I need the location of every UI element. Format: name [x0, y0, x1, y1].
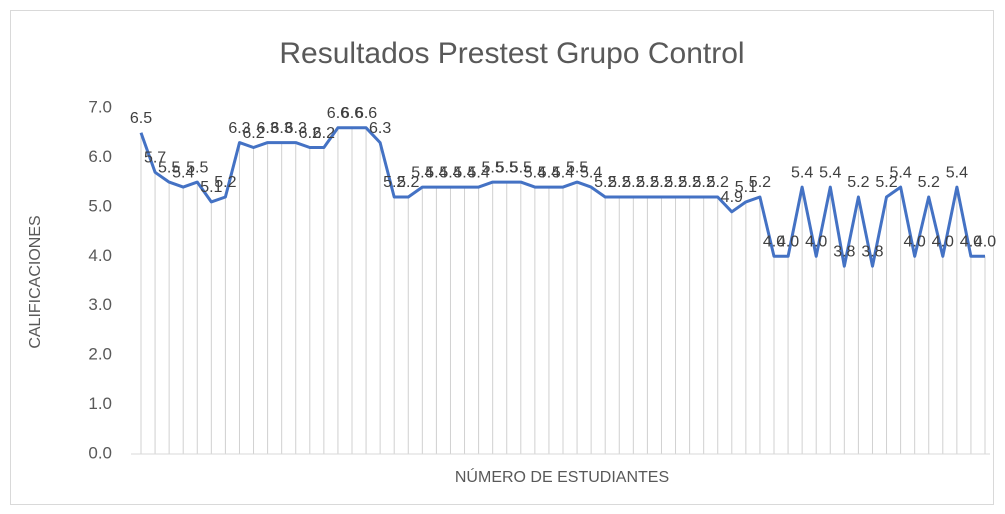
- data-label: 5.5: [482, 159, 504, 176]
- data-label: 5.4: [819, 164, 841, 181]
- data-label: 5.2: [678, 174, 700, 191]
- x-axis-title: NÚMERO DE ESTUDIANTES: [455, 467, 669, 486]
- data-label: 5.2: [875, 174, 897, 191]
- chart-title: Resultados Prestest Grupo Control: [279, 37, 744, 70]
- data-label: 5.2: [650, 174, 672, 191]
- series-line: [139, 126, 985, 268]
- data-label: 5.5: [510, 159, 532, 176]
- data-label: 5.4: [425, 164, 447, 181]
- data-label: 6.2: [313, 125, 335, 142]
- data-label: 5.2: [693, 174, 715, 191]
- data-label: 4.0: [904, 234, 926, 251]
- data-label: 4.0: [960, 234, 982, 251]
- data-label: 6.3: [256, 120, 278, 137]
- data-label: 5.4: [467, 164, 489, 181]
- data-label: 6.3: [285, 120, 307, 137]
- data-label: 5.4: [580, 164, 602, 181]
- data-label: 5.2: [594, 174, 616, 191]
- y-tick-label: 6.0: [88, 147, 112, 166]
- y-tick-label: 0.0: [88, 443, 112, 462]
- data-label: 5.2: [608, 174, 630, 191]
- data-label: 5.2: [707, 174, 729, 191]
- data-label: 5.4: [439, 164, 461, 181]
- data-label: 6.2: [299, 125, 321, 142]
- data-label: 5.4: [453, 164, 475, 181]
- data-label: 5.4: [524, 164, 546, 181]
- data-label: 6.6: [355, 105, 377, 122]
- data-label: 5.1: [200, 179, 222, 196]
- data-label: 5.4: [889, 164, 911, 181]
- data-label: 5.2: [383, 174, 405, 191]
- data-label: 5.4: [791, 164, 813, 181]
- y-tick-label: 1.0: [88, 394, 112, 413]
- data-label: 6.6: [327, 105, 349, 122]
- data-label: 5.7: [144, 149, 166, 166]
- data-label: 5.1: [735, 179, 757, 196]
- data-label: 4.0: [763, 234, 785, 251]
- data-label: 6.3: [369, 120, 391, 137]
- data-label: 5.2: [214, 174, 236, 191]
- data-label: 5.4: [172, 164, 194, 181]
- data-label: 5.4: [946, 164, 968, 181]
- data-label: 5.2: [397, 174, 419, 191]
- data-label: 4.0: [805, 234, 827, 251]
- data-label: 4.0: [974, 234, 996, 251]
- data-label: 6.6: [341, 105, 363, 122]
- data-label: 3.8: [861, 243, 883, 260]
- data-label: 5.2: [664, 174, 686, 191]
- data-label: 4.0: [777, 234, 799, 251]
- data-label: 5.4: [411, 164, 433, 181]
- data-label: 5.5: [186, 159, 208, 176]
- data-label: 5.5: [496, 159, 518, 176]
- data-label: 6.2: [242, 125, 264, 142]
- y-axis-title: CALIFICACIONES: [27, 215, 44, 348]
- data-label: 5.2: [749, 174, 771, 191]
- y-tick-label: 2.0: [88, 345, 112, 364]
- data-label: 6.5: [130, 110, 152, 127]
- data-label: 5.2: [636, 174, 658, 191]
- data-label: 5.4: [552, 164, 574, 181]
- data-label: 6.3: [271, 120, 293, 137]
- data-label: 5.2: [622, 174, 644, 191]
- data-label: 5.4: [538, 164, 560, 181]
- data-label: 4.9: [721, 189, 743, 206]
- y-tick-label: 3.0: [88, 295, 112, 314]
- data-label: 5.2: [847, 174, 869, 191]
- y-tick-label: 4.0: [88, 246, 112, 265]
- data-label: 5.5: [566, 159, 588, 176]
- data-label: 5.5: [158, 159, 180, 176]
- data-label: 5.2: [918, 174, 940, 191]
- data-label: 6.3: [228, 120, 250, 137]
- data-label: 4.0: [932, 234, 954, 251]
- y-tick-label: 7.0: [88, 97, 112, 116]
- data-label: 3.8: [833, 243, 855, 260]
- y-tick-label: 5.0: [88, 196, 112, 215]
- chart-border: [10, 10, 994, 505]
